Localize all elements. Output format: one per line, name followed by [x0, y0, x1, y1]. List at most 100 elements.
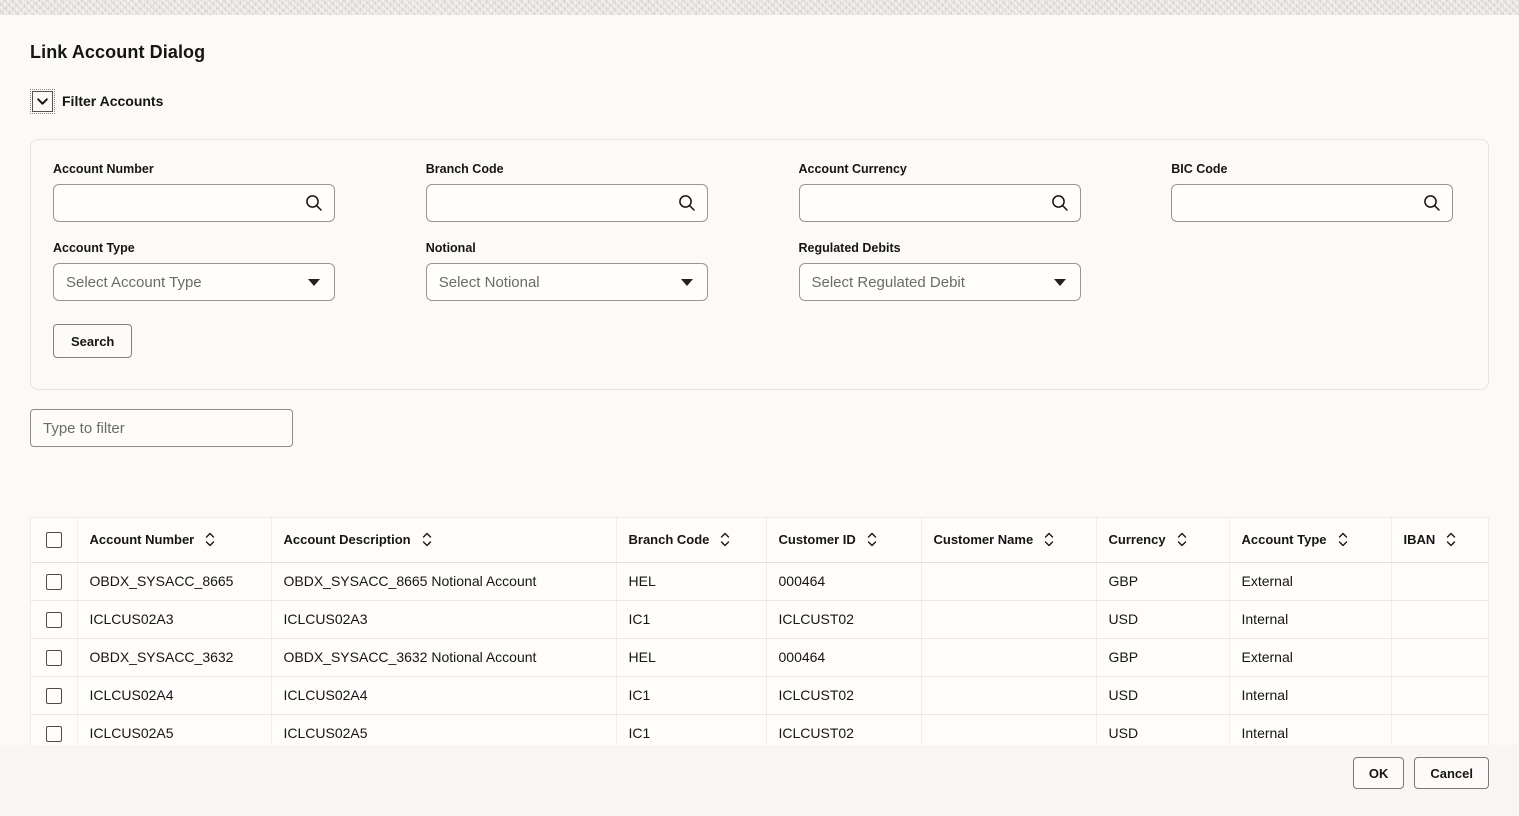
- regulated-debits-select[interactable]: Select Regulated Debit: [798, 263, 1081, 301]
- account-number-label: Account Number: [53, 162, 154, 176]
- sort-icon[interactable]: [1044, 532, 1054, 547]
- cell-account-description: OBDX_SYSACC_3632 Notional Account: [271, 638, 617, 677]
- cell-customer-id: ICLCUST02: [766, 714, 922, 745]
- filter-accounts-label: Filter Accounts: [62, 93, 164, 109]
- accounts-table: Account Number Account Description Branc…: [30, 517, 1489, 745]
- ok-button[interactable]: OK: [1352, 757, 1405, 789]
- collapse-toggle-button[interactable]: [30, 88, 55, 114]
- filter-accounts-section-header: Filter Accounts: [30, 88, 1489, 114]
- account-type-select-value: Select Account Type: [66, 273, 202, 291]
- cell-customer-name: [921, 600, 1097, 639]
- cell-customer-id: ICLCUST02: [766, 600, 922, 639]
- bic-code-input[interactable]: [1171, 184, 1454, 222]
- bic-code-field: BIC Code: [1171, 162, 1466, 222]
- cell-account-number: ICLCUS02A3: [77, 600, 272, 639]
- sort-icon[interactable]: [205, 532, 215, 547]
- cell-iban: [1391, 714, 1488, 745]
- row-checkbox[interactable]: [45, 725, 62, 742]
- cell-currency: USD: [1096, 600, 1230, 639]
- cell-customer-name: [921, 562, 1097, 601]
- branch-code-label: Branch Code: [425, 162, 504, 176]
- cell-customer-id: 000464: [766, 638, 922, 677]
- page-top-texture: [0, 0, 1519, 15]
- sort-icon[interactable]: [720, 532, 730, 547]
- regulated-debits-label: Regulated Debits: [798, 241, 901, 255]
- table-row[interactable]: ICLCUS02A3 ICLCUS02A3 IC1 ICLCUST02 USD …: [31, 600, 1488, 639]
- account-currency-input[interactable]: [798, 184, 1081, 222]
- cell-account-number: OBDX_SYSACC_3632: [77, 638, 272, 677]
- cell-customer-name: [921, 714, 1097, 745]
- triangle-down-icon: [680, 278, 693, 286]
- row-checkbox[interactable]: [45, 649, 62, 666]
- row-checkbox[interactable]: [45, 611, 62, 628]
- page-title: Link Account Dialog: [30, 42, 206, 62]
- account-currency-field: Account Currency: [798, 162, 1094, 222]
- sort-icon[interactable]: [1177, 532, 1187, 547]
- type-to-filter-input[interactable]: [30, 409, 293, 447]
- sort-icon[interactable]: [1338, 532, 1348, 547]
- table-row[interactable]: ICLCUS02A4 ICLCUS02A4 IC1 ICLCUST02 USD …: [31, 676, 1488, 715]
- link-account-dialog: Link Account Dialog Filter Accounts Acco…: [0, 42, 1519, 745]
- filter-panel: Account Number Branch Code Account Curre…: [30, 139, 1489, 390]
- cell-customer-name: [921, 676, 1097, 715]
- column-header-branch-code[interactable]: Branch Code: [616, 518, 767, 563]
- cell-account-number: ICLCUS02A4: [77, 676, 272, 715]
- branch-code-field: Branch Code: [425, 162, 721, 222]
- cancel-button[interactable]: Cancel: [1414, 757, 1489, 789]
- cell-iban: [1391, 638, 1488, 677]
- column-header-customer-id[interactable]: Customer ID: [766, 518, 922, 563]
- regulated-debits-field: Regulated Debits Select Regulated Debit: [798, 241, 1094, 301]
- sort-icon[interactable]: [422, 532, 432, 547]
- table-row[interactable]: OBDX_SYSACC_8665 OBDX_SYSACC_8665 Notion…: [31, 562, 1488, 601]
- cell-iban: [1391, 562, 1488, 601]
- cell-currency: USD: [1096, 676, 1230, 715]
- row-checkbox[interactable]: [45, 687, 62, 704]
- chevron-down-icon: [37, 97, 48, 105]
- column-header-account-description[interactable]: Account Description: [271, 518, 617, 563]
- cell-currency: GBP: [1096, 562, 1230, 601]
- cell-iban: [1391, 676, 1488, 715]
- column-header-customer-name[interactable]: Customer Name: [921, 518, 1097, 563]
- account-type-select[interactable]: Select Account Type: [53, 263, 335, 301]
- column-header-account-number[interactable]: Account Number: [77, 518, 272, 563]
- account-currency-label: Account Currency: [798, 162, 907, 176]
- column-header-iban[interactable]: IBAN: [1391, 518, 1488, 563]
- triangle-down-icon: [1053, 278, 1066, 286]
- cell-account-type: Internal: [1229, 676, 1392, 715]
- bic-code-label: BIC Code: [1171, 162, 1228, 176]
- account-number-input[interactable]: [53, 184, 335, 222]
- column-header-currency[interactable]: Currency: [1096, 518, 1230, 563]
- account-type-label: Account Type: [53, 241, 135, 255]
- column-header-account-type[interactable]: Account Type: [1229, 518, 1392, 563]
- table-header-row: Account Number Account Description Branc…: [31, 518, 1488, 563]
- cell-account-type: Internal: [1229, 714, 1392, 745]
- sort-icon[interactable]: [1446, 532, 1456, 547]
- notional-select[interactable]: Select Notional: [425, 263, 708, 301]
- sort-icon[interactable]: [867, 532, 877, 547]
- row-checkbox[interactable]: [45, 573, 62, 590]
- search-button[interactable]: Search: [53, 324, 133, 358]
- cell-branch-code: IC1: [616, 676, 767, 715]
- cell-currency: GBP: [1096, 638, 1230, 677]
- cell-account-number: ICLCUS02A5: [77, 714, 272, 745]
- cell-branch-code: IC1: [616, 600, 767, 639]
- cell-branch-code: HEL: [616, 638, 767, 677]
- notional-select-value: Select Notional: [438, 273, 540, 291]
- select-all-checkbox[interactable]: [45, 532, 62, 549]
- table-row[interactable]: ICLCUS02A5 ICLCUS02A5 IC1 ICLCUST02 USD …: [31, 714, 1488, 745]
- account-type-field: Account Type Select Account Type: [53, 241, 348, 301]
- cell-account-type: Internal: [1229, 600, 1392, 639]
- cell-account-description: ICLCUS02A3: [271, 600, 617, 639]
- notional-label: Notional: [425, 241, 476, 255]
- cell-branch-code: HEL: [616, 562, 767, 601]
- cell-account-description: OBDX_SYSACC_8665 Notional Account: [271, 562, 617, 601]
- cell-branch-code: IC1: [616, 714, 767, 745]
- notional-field: Notional Select Notional: [425, 241, 721, 301]
- cell-account-number: OBDX_SYSACC_8665: [77, 562, 272, 601]
- cell-customer-id: ICLCUST02: [766, 676, 922, 715]
- cell-account-description: ICLCUS02A5: [271, 714, 617, 745]
- cell-iban: [1391, 600, 1488, 639]
- cell-account-type: External: [1229, 638, 1392, 677]
- table-row[interactable]: OBDX_SYSACC_3632 OBDX_SYSACC_3632 Notion…: [31, 638, 1488, 677]
- branch-code-input[interactable]: [425, 184, 708, 222]
